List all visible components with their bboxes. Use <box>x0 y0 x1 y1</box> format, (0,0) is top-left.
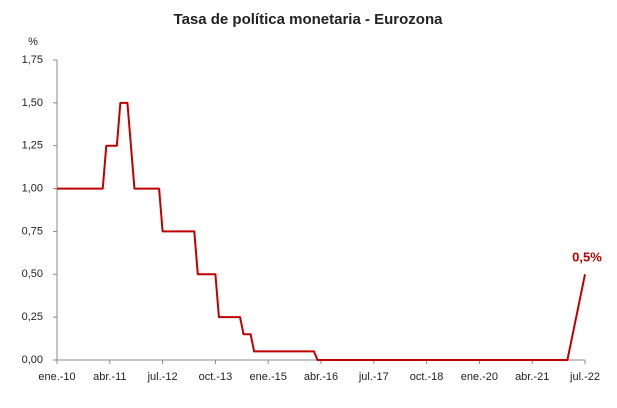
y-tick-label: 1,25 <box>22 140 43 152</box>
x-tick-label: ene.-20 <box>461 371 498 383</box>
data-label: 0,5% <box>572 250 602 265</box>
x-tick-label: abr.-16 <box>304 371 338 383</box>
x-tick-label: jul.-12 <box>147 371 178 383</box>
line <box>57 101 586 361</box>
x-tick-label: jul.-17 <box>358 371 389 383</box>
y-tick-label: 0,25 <box>22 311 43 323</box>
y-tick-label: 0,50 <box>22 268 43 280</box>
y-tick-label: 0,00 <box>22 354 43 366</box>
x-tick-label: ene.-10 <box>38 371 75 383</box>
x-tick-label: oct.-18 <box>410 371 444 383</box>
y-tick-label: 1,00 <box>22 182 43 194</box>
y-tick-label: 0,75 <box>22 225 43 237</box>
x-tick-label: oct.-13 <box>199 371 233 383</box>
x-tick-label: jul.-22 <box>569 371 600 383</box>
y-tick-label: 1,50 <box>22 97 43 109</box>
y-axis-label: % <box>28 36 38 48</box>
y-tick-label: 1,75 <box>22 54 43 66</box>
x-tick-label: ene.-15 <box>250 371 287 383</box>
chart-title: Tasa de política monetaria - Eurozona <box>174 11 444 28</box>
x-tick-label: abr.-21 <box>515 371 549 383</box>
x-tick-label: abr.-11 <box>93 371 126 383</box>
